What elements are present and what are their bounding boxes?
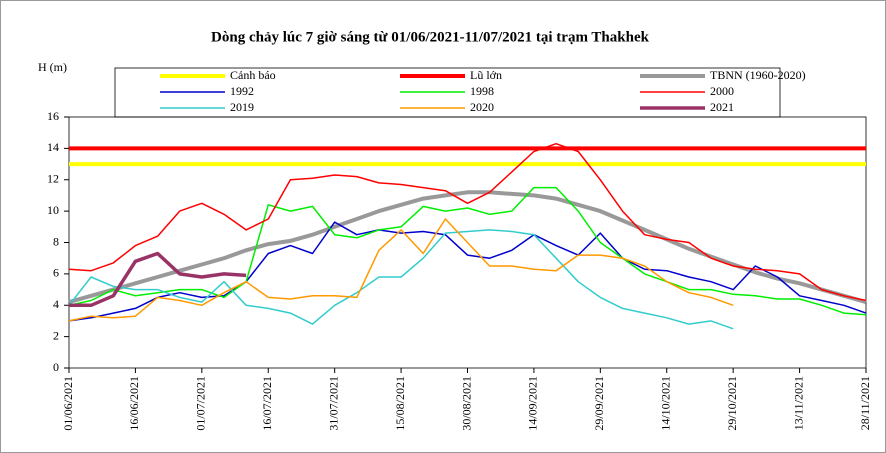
x-tick-label: 01/06/2021 (61, 376, 75, 431)
y-tick-label: 4 (53, 297, 59, 311)
legend-label: 1998 (470, 84, 494, 98)
x-tick-label: 15/08/2021 (393, 376, 407, 431)
x-tick-label: 29/09/2021 (592, 376, 606, 431)
series-line (68, 218, 734, 322)
series-line (68, 229, 734, 330)
x-tick-label: 16/07/2021 (260, 376, 274, 431)
legend-label: 1992 (230, 84, 254, 98)
y-tick-label: 6 (53, 266, 59, 280)
y-tick-label: 2 (53, 328, 59, 342)
x-tick-label: 01/07/2021 (194, 376, 208, 431)
x-tick-label: 29/10/2021 (725, 376, 739, 431)
chart-title: Dòng chảy lúc 7 giờ sáng từ 01/06/2021-1… (211, 29, 650, 45)
legend-label: Cảnh báo (230, 68, 276, 82)
series-line (68, 190, 867, 305)
series-line (68, 142, 867, 302)
x-tick-label: 28/11/2021 (858, 376, 872, 430)
legend-label: Lũ lớn (470, 68, 502, 82)
x-tick-label: 16/06/2021 (127, 376, 141, 431)
x-tick-label: 13/11/2021 (791, 376, 805, 430)
legend-label: 2020 (470, 100, 494, 114)
y-tick-label: 14 (47, 140, 59, 154)
series-line (68, 186, 867, 316)
legend-label: 2019 (230, 100, 254, 114)
x-tick-label: 14/09/2021 (526, 376, 540, 431)
series-line (68, 221, 867, 322)
x-tick-label: 30/08/2021 (459, 376, 473, 431)
legend-label: 2000 (710, 84, 734, 98)
y-tick-label: 0 (53, 360, 59, 374)
y-tick-label: 12 (47, 172, 59, 186)
legend-label: TBNN (1960-2020) (710, 68, 806, 82)
x-tick-label: 14/10/2021 (659, 376, 673, 431)
y-axis-label: H (m) (38, 60, 67, 74)
legend-label: 2021 (710, 100, 734, 114)
x-tick-label: 31/07/2021 (326, 376, 340, 431)
series-line (69, 251, 247, 308)
y-tick-label: 16 (47, 109, 59, 123)
y-tick-label: 10 (47, 203, 59, 217)
y-tick-label: 8 (53, 234, 59, 248)
